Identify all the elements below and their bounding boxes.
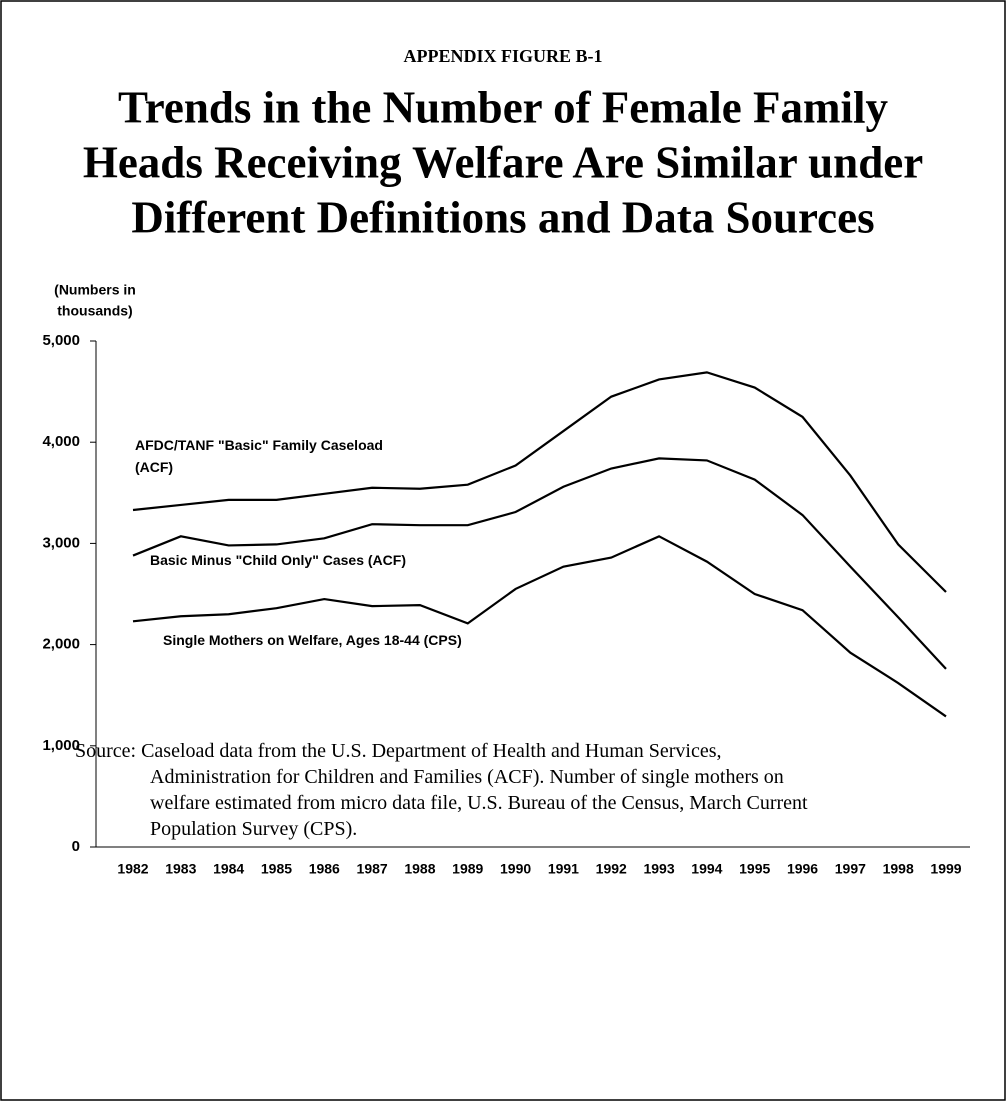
x-tick-label: 1994 [691, 861, 722, 877]
x-tick-label: 1990 [500, 861, 531, 877]
y-axis-label: (Numbers in [54, 282, 136, 298]
chart-title: Different Definitions and Data Sources [131, 192, 874, 242]
y-tick-label: 0 [72, 838, 80, 855]
y-tick-label: 4,000 [42, 433, 80, 450]
x-tick-label: 1996 [787, 861, 818, 877]
series-label: Single Mothers on Welfare, Ages 18-44 (C… [163, 632, 462, 648]
chart-title: Trends in the Number of Female Family [118, 82, 888, 132]
x-tick-label: 1992 [596, 861, 627, 877]
x-tick-label: 1997 [835, 861, 866, 877]
text-line: welfare estimated from micro data file, … [150, 792, 808, 814]
x-tick-label: 1984 [213, 861, 244, 877]
text-line: Basic Minus "Child Only" Cases (ACF) [150, 552, 406, 568]
series-line [132, 371, 947, 593]
x-tick-label: 1999 [930, 861, 961, 877]
text-line: Administration for Children and Families… [150, 766, 784, 788]
y-tick-label: 2,000 [42, 636, 80, 653]
series-line [132, 535, 947, 718]
series-label: Basic Minus "Child Only" Cases (ACF) [150, 552, 406, 568]
y-tick-label: 3,000 [42, 534, 80, 551]
x-tick-label: 1987 [357, 861, 388, 877]
supertitle: APPENDIX FIGURE B-1 [403, 46, 602, 66]
text-line: Population Survey (CPS). [150, 818, 357, 840]
x-tick-label: 1985 [261, 861, 292, 877]
text-line: Source: Caseload data from the U.S. Depa… [75, 740, 721, 762]
x-tick-label: 1986 [309, 861, 340, 877]
y-tick-label: 5,000 [42, 332, 80, 349]
source-note: Source: Caseload data from the U.S. Depa… [75, 740, 808, 840]
text-line: Single Mothers on Welfare, Ages 18-44 (C… [163, 632, 462, 648]
x-tick-label: 1983 [165, 861, 196, 877]
y-axis-label: thousands) [57, 303, 132, 319]
text-line: AFDC/TANF "Basic" Family Caseload [135, 437, 383, 453]
series-line [132, 457, 947, 670]
x-tick-label: 1998 [883, 861, 914, 877]
series-label: AFDC/TANF "Basic" Family Caseload (ACF) [135, 437, 383, 475]
y-tick-label: 1,000 [42, 737, 80, 754]
x-tick-label: 1991 [548, 861, 579, 877]
x-tick-label: 1995 [739, 861, 770, 877]
x-tick-label: 1989 [452, 861, 483, 877]
x-tick-label: 1988 [404, 861, 435, 877]
x-tick-label: 1982 [117, 861, 148, 877]
x-tick-label: 1993 [643, 861, 674, 877]
text-line: (ACF) [135, 459, 173, 475]
chart-title: Heads Receiving Welfare Are Similar unde… [83, 137, 923, 187]
